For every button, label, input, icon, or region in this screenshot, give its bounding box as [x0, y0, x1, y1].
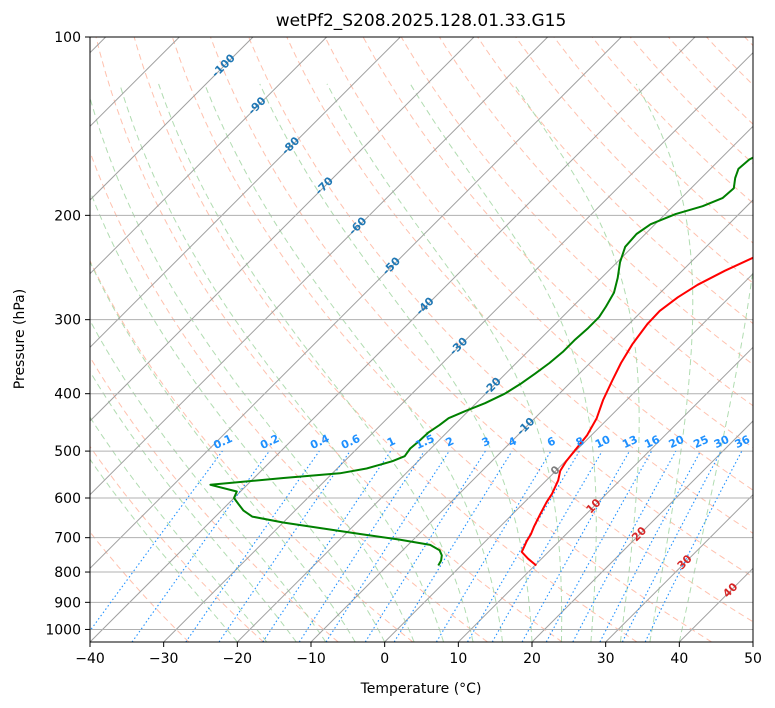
mixing-ratio-line — [521, 450, 630, 642]
isotherm-line — [90, 37, 622, 570]
mixing-ratio-label: 16 — [642, 433, 662, 451]
y-tick-label: 500 — [54, 444, 81, 460]
y-tick-label: 200 — [54, 208, 81, 224]
x-tick-label: 20 — [523, 651, 541, 667]
y-tick-label: 800 — [54, 565, 81, 581]
x-tick-label: 40 — [670, 651, 688, 667]
x-tick-label: −40 — [75, 651, 105, 667]
moist-adiabat — [119, 83, 445, 642]
y-tick-label: 900 — [54, 595, 81, 611]
chart-title: wetPf2_S208.2025.128.01.33.G15 — [276, 11, 567, 31]
isotherm-line — [90, 37, 254, 201]
mixing-ratio-line — [298, 450, 425, 642]
x-axis-label: Temperature (°C) — [360, 681, 482, 697]
mixing-ratio-line — [644, 450, 743, 642]
dry-adiabat — [400, 37, 753, 407]
dry-adiabat — [324, 37, 753, 491]
isotherm-line — [90, 37, 696, 642]
mixing-ratio-label: 13 — [620, 433, 639, 451]
dry-adiabat — [90, 445, 264, 642]
x-tick-label: −30 — [149, 651, 179, 667]
moist-adiabat — [635, 83, 694, 642]
moist-adiabat — [90, 319, 327, 642]
moist-adiabat — [90, 96, 415, 642]
dry-adiabat — [133, 37, 638, 642]
isotherm-line — [457, 346, 753, 642]
moist-adiabat — [409, 83, 597, 642]
mixing-ratio-label: 25 — [691, 433, 710, 451]
mixing-ratio-line — [218, 450, 351, 642]
dewpoint-profile-line — [209, 156, 753, 566]
dry-adiabat — [629, 37, 753, 165]
moist-adiabat — [90, 370, 297, 642]
series-layer — [209, 156, 753, 567]
isotherm-line — [605, 493, 753, 642]
y-axis-label: Pressure (hPa) — [12, 289, 28, 389]
moist-adiabat — [158, 83, 474, 642]
dry-adiabat — [515, 37, 753, 284]
moist-adiabat — [259, 83, 533, 642]
temperature-profile-line — [520, 256, 753, 567]
dry-adiabat — [591, 37, 753, 204]
mixing-ratio-line — [572, 450, 677, 642]
isotherm-line — [236, 125, 753, 642]
isotherm-line — [163, 51, 753, 642]
moist-adiabat — [90, 458, 238, 642]
dry-adiabat — [210, 37, 753, 623]
x-tick-label: −10 — [296, 651, 326, 667]
isotherm-line — [90, 37, 328, 275]
mixing-ratio-line — [131, 450, 270, 642]
x-axis: −40 −30 −20 −10 0 10 20 30 40 50 — [75, 642, 762, 667]
x-tick-label: 30 — [597, 651, 615, 667]
moist-adiabat — [513, 83, 640, 642]
y-tick-label: 600 — [54, 491, 81, 507]
y-tick-label: 300 — [54, 313, 81, 329]
dry-adiabat — [171, 37, 712, 642]
dry-adiabat — [95, 37, 563, 642]
mixing-ratio-label: 30 — [712, 433, 732, 451]
mixing-ratio-line — [393, 450, 513, 642]
x-tick-label: 50 — [744, 651, 762, 667]
moist-adiabat — [90, 260, 356, 642]
moist-adiabat — [678, 83, 753, 642]
moist-adiabat — [90, 416, 268, 642]
y-axis: 100 200 300 400 500 600 700 800 900 1000 — [45, 30, 90, 638]
isotherm-line — [90, 37, 475, 422]
x-tick-label: −20 — [223, 651, 253, 667]
y-tick-label: 1000 — [45, 622, 81, 638]
mixing-ratio-line — [545, 450, 653, 642]
background-lines — [90, 37, 753, 642]
plot-frame — [89, 36, 754, 643]
mixing-ratio-label: 36 — [733, 433, 753, 451]
mixing-ratio-line — [325, 450, 450, 642]
mixing-ratio-line — [262, 450, 392, 642]
mixing-ratio-label: 10 — [593, 433, 613, 451]
x-tick-label: 0 — [380, 651, 389, 667]
isotherm-line — [384, 272, 753, 642]
mixing-ratio-line — [185, 450, 320, 642]
isotherm-line — [531, 420, 753, 642]
y-tick-label: 700 — [54, 531, 81, 547]
isotherm-line — [90, 37, 401, 349]
dry-adiabat — [477, 37, 753, 325]
moist-adiabat — [204, 83, 503, 642]
dry-adiabat — [90, 259, 414, 642]
dry-adiabat — [248, 37, 753, 578]
y-tick-label: 400 — [54, 387, 81, 403]
isotherm-line — [90, 37, 549, 496]
y-tick-label: 100 — [54, 30, 81, 46]
mixing-ratio-line — [90, 450, 223, 632]
mixing-ratio-label: 20 — [667, 433, 687, 451]
x-tick-label: 10 — [449, 651, 467, 667]
